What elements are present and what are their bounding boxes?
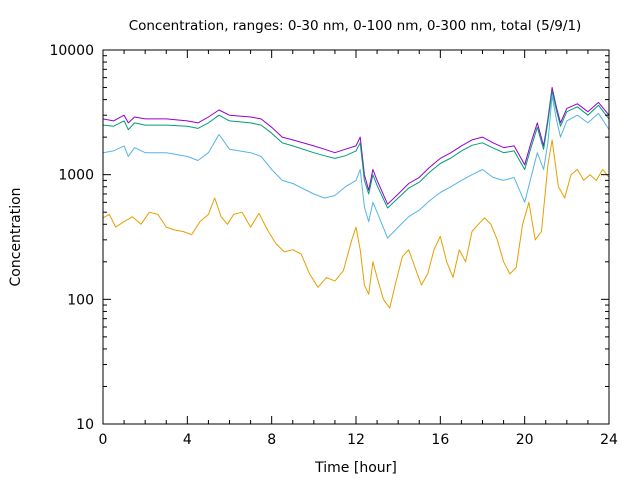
x-tick-label: 16 — [431, 432, 449, 448]
chart-title: Concentration, ranges: 0-30 nm, 0-100 nm… — [129, 18, 582, 34]
series-layer — [103, 87, 609, 309]
y-tick-label: 1000 — [58, 168, 94, 184]
y-tick-label: 10 — [76, 417, 94, 433]
plot-frame — [102, 49, 610, 425]
x-axis: 0 4 8 12 16 20 24 — [99, 50, 618, 448]
y-tick-label: 10000 — [49, 43, 94, 59]
x-tick-label: 4 — [183, 432, 192, 448]
y-axis-label: Concentration — [8, 187, 24, 286]
x-tick-label: 20 — [516, 432, 534, 448]
series-line-4 — [103, 139, 609, 309]
y-axis: 10 100 1000 10000 — [49, 43, 609, 433]
y-tick-label: 100 — [67, 292, 94, 308]
series-line-3 — [103, 95, 609, 239]
x-tick-label: 8 — [267, 432, 276, 448]
x-tick-label: 12 — [347, 432, 365, 448]
series-line-2 — [103, 90, 609, 209]
x-axis-label: Time [hour] — [314, 460, 397, 476]
x-tick-label: 0 — [99, 432, 108, 448]
x-tick-label: 24 — [600, 432, 618, 448]
series-line-1 — [103, 87, 609, 205]
